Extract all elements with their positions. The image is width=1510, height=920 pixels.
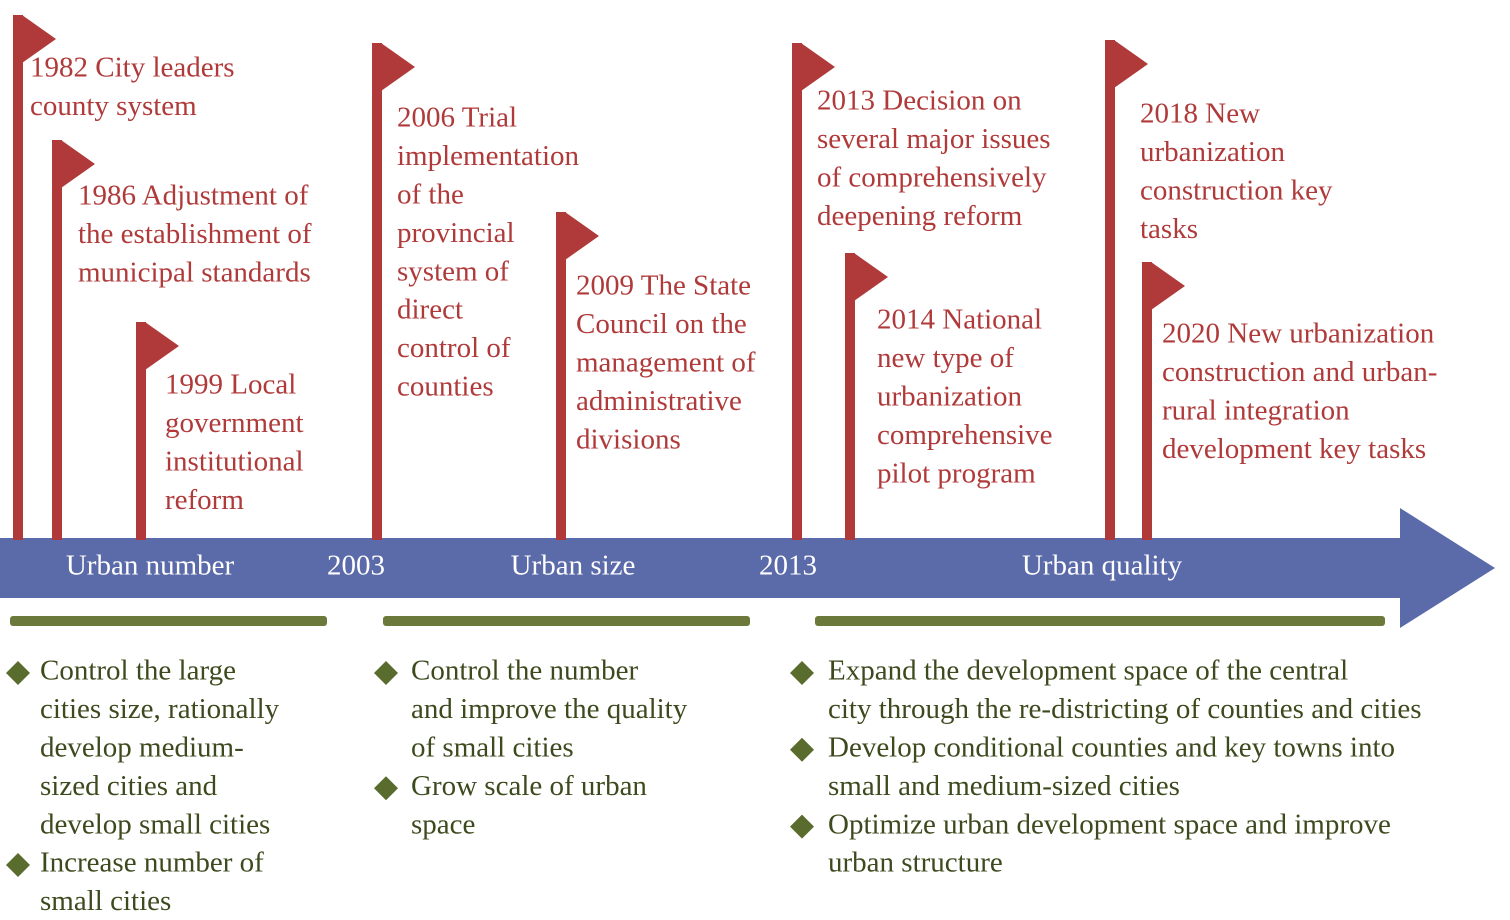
bullet-text: city through the re-districting of count… — [828, 693, 1422, 725]
bullet-text: Expand the development space of the cent… — [828, 655, 1348, 687]
bullet-text: small cities — [40, 885, 171, 915]
event-text: construction and urban- — [1162, 356, 1437, 388]
axis-label: Urban size — [511, 550, 636, 582]
bullet-text: Increase number of — [40, 847, 264, 879]
bullet-diamond — [374, 661, 398, 685]
bullet-text: urban structure — [828, 847, 1003, 879]
event-text: control of — [397, 332, 511, 364]
bullet-diamond — [790, 737, 814, 762]
event-text: of the — [397, 178, 464, 210]
event-text: 2018 New — [1140, 98, 1260, 130]
bullet-text: develop medium- — [40, 731, 244, 763]
flag-pole — [845, 253, 855, 540]
flag — [381, 43, 415, 91]
event-text: implementation — [397, 140, 580, 172]
bullet-text: Optimize urban development space and imp… — [828, 808, 1391, 840]
event-text: Council on the — [576, 308, 747, 340]
bullet-text: sized cities and — [40, 770, 218, 802]
flag — [22, 15, 56, 63]
flag-pole — [13, 15, 23, 540]
bullet-text: and improve the quality — [411, 693, 688, 725]
event-text: several major issues — [817, 123, 1051, 155]
axis-label: 2003 — [327, 550, 385, 582]
event-text: deepening reform — [817, 200, 1023, 232]
event-text: counties — [397, 370, 494, 402]
bullet-text: develop small cities — [40, 808, 270, 840]
event-text: municipal standards — [78, 256, 311, 288]
flag-pole — [1142, 262, 1152, 540]
bullet-text: Control the number — [411, 655, 638, 687]
bullet-diamond — [6, 661, 30, 685]
flag — [1114, 40, 1148, 88]
axis-label: Urban number — [66, 550, 235, 582]
event-text: urbanization — [877, 380, 1022, 412]
stage-bar — [10, 616, 327, 626]
flag — [61, 140, 95, 188]
bullet-text: space — [411, 808, 475, 840]
event-text: new type of — [877, 342, 1014, 374]
bullet-diamond — [790, 814, 814, 839]
bullet-text: of small cities — [411, 731, 574, 763]
flag-pole — [52, 140, 62, 540]
axis-label: Urban quality — [1022, 550, 1183, 582]
event-text: 1999 Local — [165, 369, 296, 401]
event-text: 2009 The State — [576, 270, 751, 302]
event-text: rural integration — [1162, 394, 1350, 426]
event-text: the establishment of — [78, 218, 312, 250]
flag-pole — [1105, 40, 1115, 540]
bullet-diamond — [374, 776, 398, 801]
bullet-text: small and medium-sized cities — [828, 770, 1180, 802]
event-text: administrative — [576, 385, 742, 417]
event-text: provincial — [397, 217, 515, 249]
event-text: management of — [576, 346, 756, 378]
flag — [1151, 262, 1185, 310]
flag-pole — [136, 322, 146, 540]
flag — [565, 212, 599, 260]
bullet-diamond — [790, 661, 814, 685]
bullet-text: cities size, rationally — [40, 693, 280, 725]
event-text: direct — [397, 294, 463, 326]
event-text: pilot program — [877, 457, 1036, 489]
bullet-text: Grow scale of urban — [411, 770, 647, 802]
event-text: 2006 Trial — [397, 102, 517, 134]
event-text: system of — [397, 255, 509, 287]
axis-label: 2013 — [759, 550, 817, 582]
flag-pole — [556, 212, 566, 540]
event-text: 1986 Adjustment of — [78, 180, 309, 212]
flag — [854, 253, 888, 301]
event-text: development key tasks — [1162, 433, 1426, 465]
event-text: institutional — [165, 445, 304, 477]
flag-pole — [372, 43, 382, 540]
event-text: tasks — [1140, 213, 1198, 245]
bullet-text: Develop conditional counties and key tow… — [828, 731, 1395, 763]
flag — [801, 43, 835, 91]
event-text: divisions — [576, 423, 681, 455]
event-text: 2013 Decision on — [817, 85, 1022, 117]
stage-bar — [815, 616, 1385, 626]
event-text: construction key — [1140, 174, 1333, 206]
bullet-text: Control the large — [40, 655, 236, 687]
event-text: 2020 New urbanization — [1162, 318, 1435, 350]
flag — [145, 322, 179, 370]
event-text: urbanization — [1140, 136, 1285, 168]
event-text: 1982 City leaders — [30, 52, 235, 84]
event-text: government — [165, 407, 304, 439]
event-text: 2014 National — [877, 304, 1042, 336]
bullet-diamond — [6, 853, 30, 877]
flag-pole — [792, 43, 802, 540]
stage-bar — [383, 616, 750, 626]
event-text: of comprehensively — [817, 161, 1047, 193]
event-text: comprehensive — [877, 419, 1053, 451]
event-text: county system — [30, 90, 197, 122]
event-text: reform — [165, 484, 244, 516]
